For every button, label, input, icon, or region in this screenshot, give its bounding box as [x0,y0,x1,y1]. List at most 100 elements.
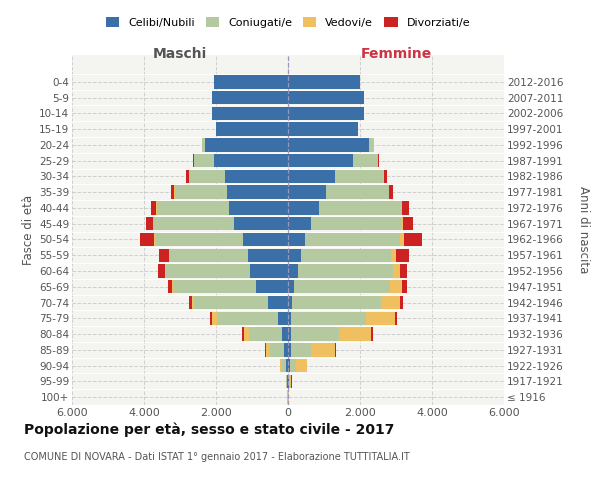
Bar [291,312,367,325]
Bar [286,359,288,372]
Bar [249,328,281,341]
Bar [217,312,278,325]
Bar [397,248,409,262]
Bar [168,280,172,293]
Bar [391,248,397,262]
Bar [288,217,311,230]
Bar [287,374,288,388]
Bar [353,154,378,168]
Bar [305,233,400,246]
Bar [298,264,394,278]
Bar [291,328,340,341]
Bar [159,248,169,262]
Bar [194,296,268,309]
Bar [401,201,403,214]
Bar [234,217,288,230]
Bar [290,359,296,372]
Y-axis label: Anni di nascita: Anni di nascita [577,186,590,274]
Bar [186,170,189,183]
Bar [250,264,288,278]
Bar [380,296,400,309]
Bar [288,186,326,199]
Bar [335,170,383,183]
Bar [326,186,389,199]
Bar [157,201,229,214]
Bar [169,248,248,262]
Bar [278,312,288,325]
Bar [288,280,295,293]
Bar [311,217,401,230]
Bar [210,312,212,325]
Bar [296,359,307,372]
Bar [270,343,284,356]
Bar [214,154,288,168]
Bar [389,186,393,199]
Bar [205,138,288,151]
Bar [394,264,400,278]
Bar [384,170,386,183]
Y-axis label: Fasce di età: Fasce di età [22,195,35,265]
Legend: Celibi/Nubili, Coniugati/e, Vedovi/e, Divorziati/e: Celibi/Nubili, Coniugati/e, Vedovi/e, Di… [101,13,475,32]
Bar [266,343,270,356]
Bar [291,343,311,356]
Bar [280,359,282,372]
Bar [288,154,353,168]
Bar [371,328,373,341]
Bar [288,91,364,104]
Bar [288,233,305,246]
Bar [193,154,194,168]
Bar [155,233,243,246]
Bar [172,280,173,293]
Bar [288,359,290,372]
Bar [378,154,379,168]
Bar [153,217,234,230]
Bar [192,296,194,309]
Bar [369,138,373,151]
Bar [171,186,175,199]
Bar [288,106,364,120]
Bar [189,170,225,183]
Bar [288,201,319,214]
Bar [242,328,244,341]
Bar [395,312,397,325]
Bar [165,264,166,278]
Bar [216,122,288,136]
Bar [402,280,407,293]
Bar [212,91,288,104]
Bar [404,233,422,246]
Bar [244,328,249,341]
Bar [248,248,288,262]
Bar [288,75,360,88]
Bar [288,296,292,309]
Bar [265,343,266,356]
Bar [288,312,291,325]
Bar [288,138,369,151]
Bar [227,186,288,199]
Bar [151,201,157,214]
Bar [194,154,214,168]
Bar [268,296,288,309]
Bar [289,374,292,388]
Bar [400,264,407,278]
Bar [288,170,335,183]
Bar [367,312,395,325]
Bar [319,201,401,214]
Bar [400,296,403,309]
Bar [173,280,256,293]
Bar [256,280,288,293]
Bar [158,264,165,278]
Bar [284,343,288,356]
Bar [243,233,288,246]
Bar [311,343,335,356]
Bar [146,217,153,230]
Text: Femmine: Femmine [361,46,431,60]
Bar [282,359,286,372]
Text: COMUNE DI NOVARA - Dati ISTAT 1° gennaio 2017 - Elaborazione TUTTITALIA.IT: COMUNE DI NOVARA - Dati ISTAT 1° gennaio… [24,452,410,462]
Bar [212,106,288,120]
Text: Maschi: Maschi [153,46,207,60]
Bar [288,122,358,136]
Bar [400,233,404,246]
Bar [225,170,288,183]
Bar [301,248,391,262]
Bar [288,264,298,278]
